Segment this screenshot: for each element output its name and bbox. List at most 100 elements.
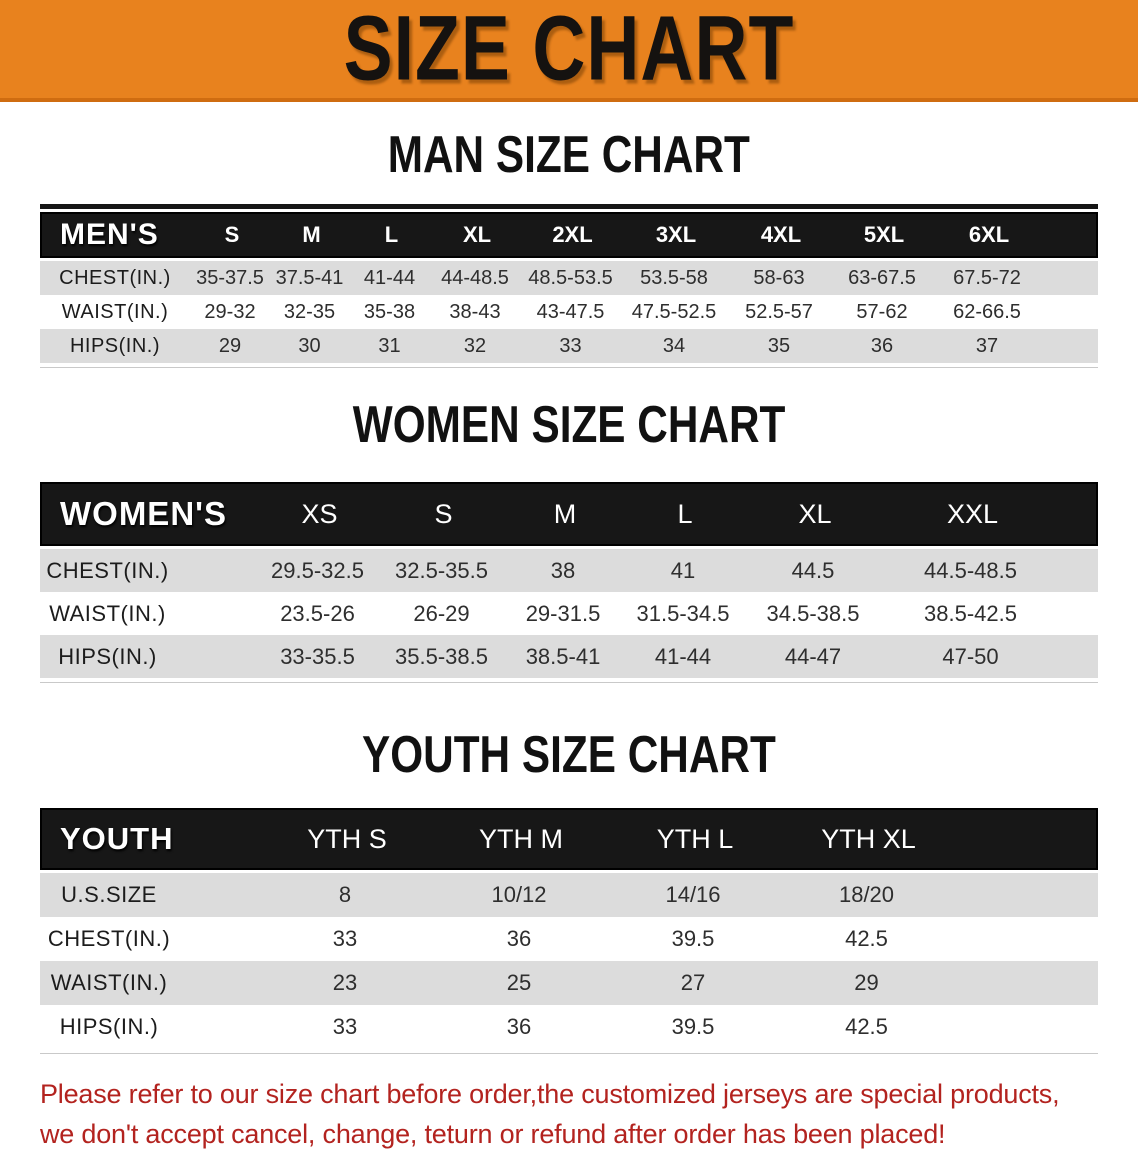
cell: 36 [506,1014,532,1039]
youth-table-body: U.S.SIZE 8 10/12 14/16 18/20 CHEST(IN.) … [40,870,1098,1054]
cell: 35-37.5 [196,266,264,289]
table-row-youth-ussize: U.S.SIZE 8 10/12 14/16 18/20 [40,873,1098,917]
cell: 29.5-32.5 [271,557,364,583]
womens-size-col-xxl: XXL [946,498,999,529]
cell: 44.5 [791,557,835,583]
cell: 63-67.5 [848,266,916,289]
table-row-womens-hips: HIPS(IN.) 33-35.5 35.5-38.5 38.5-41 41-4… [40,635,1098,678]
cell: 26-29 [413,600,470,626]
womens-size-col-m: M [553,498,577,529]
cell: 58-63 [753,266,805,289]
cell: 33 [332,926,358,951]
cell: 67.5-72 [953,266,1021,289]
cell: 39.5 [671,926,715,951]
youth-table-header-row: YOUTH YTH S YTH M YTH L YTH XL [40,808,1098,870]
table-row-youth-chest: CHEST(IN.) 33 36 39.5 42.5 [40,917,1098,961]
cell: 52.5-57 [745,300,813,323]
mens-size-col-m: M [302,222,321,247]
cell: 38 [550,557,576,583]
table-row-mens-hips: HIPS(IN.) 29 30 31 32 33 34 35 36 37 [40,329,1098,363]
youth-table-corner-label: YOUTH [60,821,174,856]
cell: 34 [662,334,686,357]
womens-size-col-xs: XS [301,498,338,529]
mens-size-col-2xl: 2XL [552,222,593,247]
cell: 41 [670,557,696,583]
cell: 23 [332,970,358,995]
youth-size-col-l: YTH L [656,823,734,854]
mens-size-col-s: S [224,222,240,247]
cell: 36 [506,926,532,951]
cell: 42.5 [845,926,888,951]
man-section-heading-text: MAN SIZE CHART [387,124,751,184]
row-label: HIPS(IN.) [59,1014,159,1039]
disclaimer-line-1: Please refer to our size chart before or… [40,1079,1060,1109]
cell: 38.5-41 [525,643,601,669]
mens-size-col-4xl: 4XL [760,222,802,247]
women-section-heading: WOMEN SIZE CHART [0,394,1138,462]
cell: 48.5-53.5 [528,266,613,289]
cell: 31 [378,334,401,357]
row-label: HIPS(IN.) [58,643,157,669]
row-label: CHEST(IN.) [46,557,169,583]
mens-table-corner-label: MEN'S [60,218,159,251]
cell: 32.5-35.5 [395,557,488,583]
table-row-mens-chest: CHEST(IN.) 35-37.5 37.5-41 41-44 44-48.5… [40,261,1098,295]
cell: 14/16 [665,882,721,907]
womens-table-corner-label: WOMEN'S [60,495,228,532]
size-chart-banner: SIZE CHART [0,0,1138,102]
cell: 23.5-26 [280,600,355,626]
womens-size-col-xl: XL [798,498,832,529]
row-label: WAIST(IN.) [50,970,168,995]
cell: 32-35 [283,300,336,323]
youth-section-heading: YOUTH SIZE CHART [0,724,1138,792]
mens-table-header-row: MEN'S S M L XL 2XL 3XL 4XL 5XL 6XL [40,212,1098,258]
mens-size-col-l: L [384,222,399,247]
cell: 41-44 [363,266,416,289]
youth-section-heading-text: YOUTH SIZE CHART [362,724,776,784]
table-row-womens-chest: CHEST(IN.) 29.5-32.5 32.5-35.5 38 41 44.… [40,549,1098,592]
womens-size-col-l: L [677,498,693,529]
cell: 32 [463,334,487,357]
cell: 38.5-42.5 [924,600,1017,626]
row-label: HIPS(IN.) [69,334,161,357]
banner-title: SIZE CHART [343,0,795,101]
youth-size-col-xl: YTH XL [821,823,916,854]
cell: 43-47.5 [536,300,605,323]
cell: 34.5-38.5 [766,600,860,626]
table-row-womens-waist: WAIST(IN.) 23.5-26 26-29 29-31.5 31.5-34… [40,592,1098,635]
cell: 53.5-58 [640,266,708,289]
cell: 10/12 [491,882,547,907]
cell: 36 [870,334,894,357]
youth-size-table: YOUTH YTH S YTH M YTH L YTH XL U.S.SIZE … [40,808,1098,1054]
cell: 31.5-34.5 [636,600,730,626]
cell: 42.5 [845,1014,888,1039]
mens-size-col-3xl: 3XL [655,222,697,247]
womens-table-body: CHEST(IN.) 29.5-32.5 32.5-35.5 38 41 44.… [40,546,1098,683]
man-section-heading: MAN SIZE CHART [0,124,1138,192]
mens-table-body: CHEST(IN.) 35-37.5 37.5-41 41-44 44-48.5… [40,258,1098,368]
cell: 39.5 [671,1014,715,1039]
cell: 33-35.5 [280,643,355,669]
cell: 29-32 [204,300,256,323]
cell: 44-47 [784,643,842,669]
order-disclaimer-note: Please refer to our size chart before or… [40,1074,1138,1154]
cell: 29 [854,970,879,995]
womens-table-header-row: WOMEN'S XS S M L XL XXL [40,482,1098,546]
womens-size-col-s: S [434,498,453,529]
cell: 35.5-38.5 [395,643,488,669]
cell: 57-62 [856,300,908,323]
cell: 44-48.5 [441,266,509,289]
mens-size-col-xl: XL [462,222,492,247]
cell: 44.5-48.5 [924,557,1017,583]
table-row-youth-hips: HIPS(IN.) 33 36 39.5 42.5 [40,1005,1098,1049]
cell: 27 [680,970,706,995]
cell: 35-38 [363,300,416,323]
cell: 25 [506,970,532,995]
cell: 18/20 [838,882,895,907]
women-section-heading-text: WOMEN SIZE CHART [352,394,786,454]
mens-size-table: MEN'S S M L XL 2XL 3XL 4XL 5XL 6XL CHEST… [40,204,1098,368]
disclaimer-line-2: we don't accept cancel, change, teturn o… [40,1119,946,1149]
row-label: CHEST(IN.) [59,266,171,289]
cell: 30 [298,334,321,357]
cell: 8 [338,882,352,907]
